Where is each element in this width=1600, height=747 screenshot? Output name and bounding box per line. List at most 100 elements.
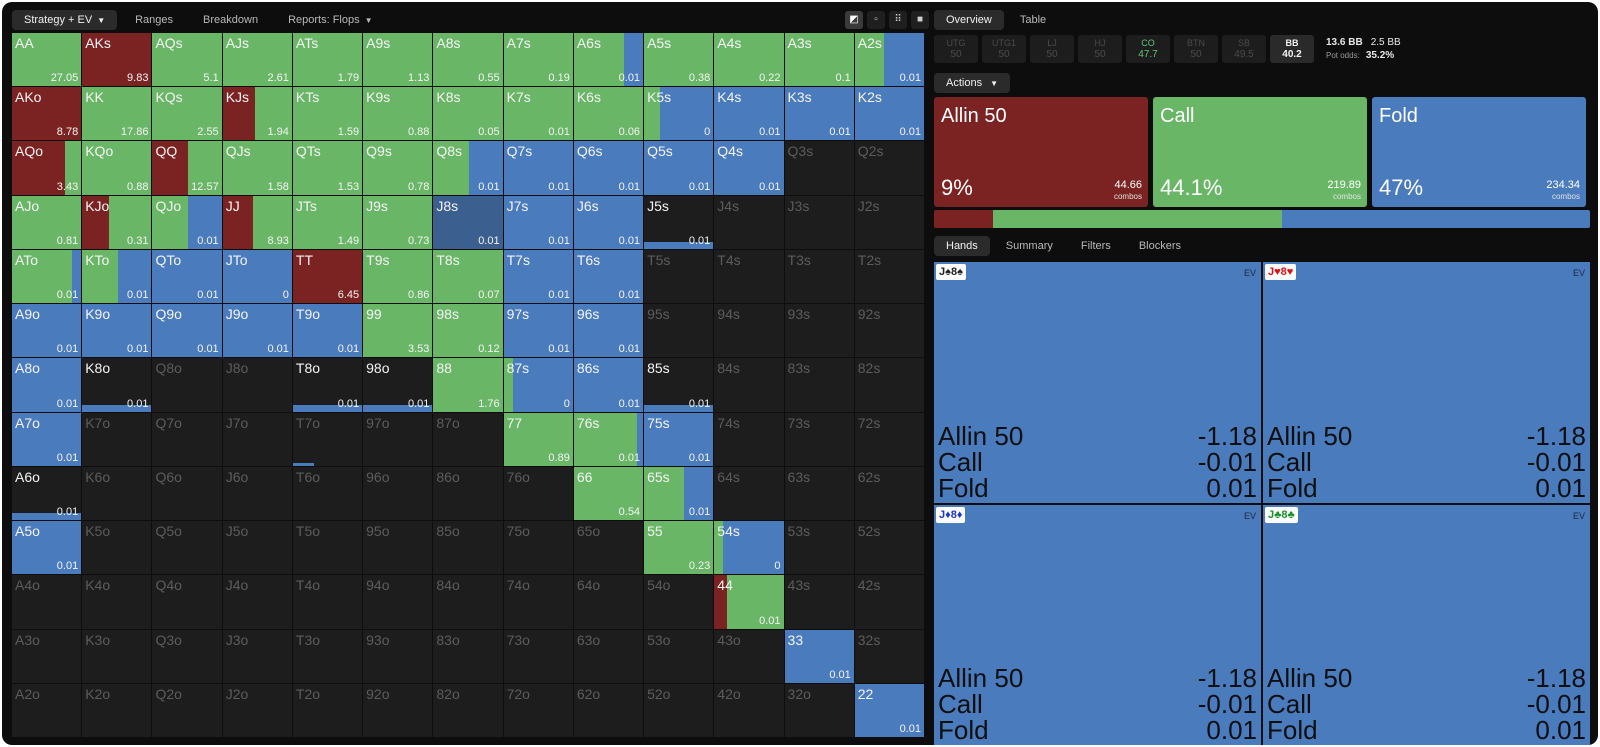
position-sb[interactable]: SB 49.5: [1222, 35, 1266, 63]
hand-cell-A8o[interactable]: 0.01 A8o: [12, 358, 82, 412]
hand-cell-T6o[interactable]: T6o: [292, 466, 363, 521]
hand-cell-J4s[interactable]: J4s: [714, 195, 784, 249]
hand-cell-A2o[interactable]: A2o: [12, 683, 82, 737]
hand-cell-KQo[interactable]: 0.88 KQo: [82, 141, 152, 195]
hand-cell-65o[interactable]: 65o: [573, 521, 644, 575]
hand-cell-J2o[interactable]: J2o: [222, 683, 292, 737]
hand-cell-QTo[interactable]: 0.01 QTo: [152, 249, 222, 304]
hand-cell-J8o[interactable]: J8o: [222, 358, 292, 412]
tab-hands[interactable]: Hands: [934, 236, 990, 256]
hand-cell-K4o[interactable]: K4o: [82, 575, 152, 629]
hand-cell-T6s[interactable]: 0.01 T6s: [573, 249, 644, 304]
hand-cell-96s[interactable]: 0.01 96s: [573, 304, 644, 358]
hand-cell-K2s[interactable]: 0.01 K2s: [854, 87, 924, 141]
hand-cell-77[interactable]: 0.89 77: [503, 412, 573, 466]
hand-cell-K6s[interactable]: 0.06 K6s: [573, 87, 644, 141]
hand-cell-QJo[interactable]: 0.01 QJo: [152, 195, 222, 249]
hand-cell-T2o[interactable]: T2o: [292, 683, 363, 737]
hand-cell-J9o[interactable]: 0.01 J9o: [222, 304, 292, 358]
hand-cell-98s[interactable]: 0.12 98s: [433, 304, 503, 358]
hand-combo-tile[interactable]: J♠8♠ EV Allin 50 -1.18 Call -0.01 Fold 0.01: [934, 262, 1261, 503]
hand-cell-A5s[interactable]: 0.38 A5s: [644, 33, 714, 87]
hand-cell-T9s[interactable]: 0.86 T9s: [363, 249, 433, 304]
action-fold[interactable]: Fold 47% 234.34 combos: [1372, 97, 1586, 207]
hand-cell-88[interactable]: 1.76 88: [433, 358, 503, 412]
hand-cell-K8o[interactable]: 0.01 K8o: [82, 358, 152, 412]
hand-cell-52o[interactable]: 52o: [644, 683, 714, 737]
hand-cell-93o[interactable]: 93o: [363, 629, 433, 683]
hand-cell-J6o[interactable]: J6o: [222, 466, 292, 521]
hand-cell-Q3o[interactable]: Q3o: [152, 629, 222, 683]
hand-cell-A8s[interactable]: 0.55 A8s: [433, 33, 503, 87]
hand-cell-QJs[interactable]: 1.58 QJs: [222, 141, 292, 195]
hand-cell-95s[interactable]: 95s: [644, 304, 714, 358]
hand-cell-AQs[interactable]: 5.1 AQs: [152, 33, 222, 87]
hand-cell-A3s[interactable]: 0.1 A3s: [784, 33, 854, 87]
hand-cell-AQo[interactable]: 3.43 AQo: [12, 141, 82, 195]
hand-combo-tile[interactable]: J♣8♣ EV Allin 50 -1.18 Call -0.01 Fold 0.01: [1263, 504, 1590, 745]
hand-cell-T9o[interactable]: 0.01 T9o: [292, 304, 363, 358]
hand-cell-KK[interactable]: 17.86 KK: [82, 87, 152, 141]
hand-cell-K5o[interactable]: K5o: [82, 521, 152, 575]
hand-cell-J3o[interactable]: J3o: [222, 629, 292, 683]
hand-cell-85s[interactable]: 0.01 85s: [644, 358, 714, 412]
view-half-icon[interactable]: ◩: [845, 11, 863, 29]
tab-reports-flops[interactable]: Reports: Flops ▼: [276, 10, 384, 30]
hand-cell-87s[interactable]: 0 87s: [503, 358, 573, 412]
hand-cell-63s[interactable]: 63s: [784, 466, 854, 521]
hand-cell-Q3s[interactable]: Q3s: [784, 141, 854, 195]
hand-cell-86o[interactable]: 86o: [433, 466, 503, 521]
hand-cell-A2s[interactable]: 0.01 A2s: [854, 33, 924, 87]
hand-cell-73o[interactable]: 73o: [503, 629, 573, 683]
hand-cell-K7o[interactable]: K7o: [82, 412, 152, 466]
hand-cell-Q5o[interactable]: Q5o: [152, 521, 222, 575]
tab-breakdown[interactable]: Breakdown: [191, 10, 270, 30]
hand-cell-44[interactable]: 0.01 44: [714, 575, 784, 629]
tab-ranges[interactable]: Ranges: [123, 10, 185, 30]
hand-cell-Q4s[interactable]: 0.01 Q4s: [714, 141, 784, 195]
tab-table[interactable]: Table: [1019, 14, 1047, 26]
hand-cell-Q5s[interactable]: 0.01 Q5s: [644, 141, 714, 195]
hand-cell-K2o[interactable]: K2o: [82, 683, 152, 737]
hand-cell-94o[interactable]: 94o: [363, 575, 433, 629]
view-single-icon[interactable]: ■: [911, 11, 929, 29]
hand-cell-J6s[interactable]: 0.01 J6s: [573, 195, 644, 249]
hand-cell-T2s[interactable]: T2s: [854, 249, 924, 304]
hand-cell-84o[interactable]: 84o: [433, 575, 503, 629]
hand-cell-72s[interactable]: 72s: [854, 412, 924, 466]
hand-cell-T4s[interactable]: T4s: [714, 249, 784, 304]
hand-cell-Q8o[interactable]: Q8o: [152, 358, 222, 412]
hand-cell-32s[interactable]: 32s: [854, 629, 924, 683]
hand-cell-96o[interactable]: 96o: [363, 466, 433, 521]
hand-cell-85o[interactable]: 85o: [433, 521, 503, 575]
hand-cell-K6o[interactable]: K6o: [82, 466, 152, 521]
hand-cell-Q8s[interactable]: 0.01 Q8s: [433, 141, 503, 195]
hand-cell-Q9s[interactable]: 0.78 Q9s: [363, 141, 433, 195]
hand-cell-JTs[interactable]: 1.49 JTs: [292, 195, 363, 249]
hand-cell-K9o[interactable]: 0.01 K9o: [82, 304, 152, 358]
hand-cell-84s[interactable]: 84s: [714, 358, 784, 412]
hand-cell-A7o[interactable]: 0.01 A7o: [12, 412, 82, 466]
hand-cell-32o[interactable]: 32o: [784, 683, 854, 737]
hand-cell-A4o[interactable]: A4o: [12, 575, 82, 629]
hand-cell-T3o[interactable]: T3o: [292, 629, 363, 683]
hand-cell-J9s[interactable]: 0.73 J9s: [363, 195, 433, 249]
hand-cell-J5s[interactable]: 0.01 J5s: [644, 195, 714, 249]
position-hj[interactable]: HJ 50: [1078, 35, 1122, 63]
hand-cell-22[interactable]: 0.01 22: [854, 683, 924, 737]
hand-cell-A7s[interactable]: 0.19 A7s: [503, 33, 573, 87]
hand-cell-Q9o[interactable]: 0.01 Q9o: [152, 304, 222, 358]
hand-cell-43o[interactable]: 43o: [714, 629, 784, 683]
hand-cell-K3o[interactable]: K3o: [82, 629, 152, 683]
hand-cell-97s[interactable]: 0.01 97s: [503, 304, 573, 358]
hand-cell-86s[interactable]: 0.01 86s: [573, 358, 644, 412]
hand-cell-62s[interactable]: 62s: [854, 466, 924, 521]
hand-cell-T8s[interactable]: 0.07 T8s: [433, 249, 503, 304]
view-small-grid-icon[interactable]: ▫: [867, 11, 885, 29]
tab-overview[interactable]: Overview: [934, 10, 1004, 30]
hand-cell-K3s[interactable]: 0.01 K3s: [784, 87, 854, 141]
hand-cell-92o[interactable]: 92o: [363, 683, 433, 737]
hand-cell-KJo[interactable]: 0.31 KJo: [82, 195, 152, 249]
hand-cell-73s[interactable]: 73s: [784, 412, 854, 466]
hand-cell-55[interactable]: 0.23 55: [644, 521, 714, 575]
